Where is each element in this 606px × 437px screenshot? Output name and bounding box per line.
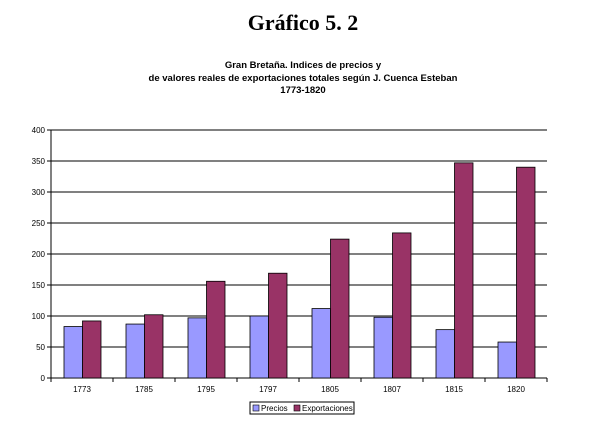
chart-title-line-3: 1773-1820 [280, 85, 326, 96]
bar-precios-1815 [435, 329, 455, 379]
x-tick-label: 1805 [321, 385, 339, 394]
bar-exportaciones-1807 [392, 232, 412, 379]
legend-box [249, 401, 355, 415]
bar-precios-1805 [311, 308, 331, 379]
bars [63, 162, 536, 379]
chart-title-line-2: de valores reales de exportaciones total… [148, 72, 458, 84]
x-tick-label: 1795 [197, 385, 215, 394]
bar-precios-1807 [373, 316, 393, 379]
bar-exportaciones-1805 [330, 238, 350, 379]
x-tick-label: 1807 [383, 385, 401, 394]
bar-precios-1785 [125, 323, 145, 379]
x-tick-label: 1820 [507, 385, 525, 394]
bar-precios-1795 [187, 317, 207, 379]
bar-precios-1820 [497, 341, 517, 379]
legend-swatch [293, 404, 301, 412]
bar-exportaciones-1815 [454, 162, 474, 379]
bar-exportaciones-1797 [268, 272, 288, 379]
bar-exportaciones-1795 [206, 280, 226, 379]
legend-label: Exportaciones [302, 404, 353, 413]
axis-labels: 0 50 100 150 200 250 300 350 400 1773 1785 1795 1797… [32, 126, 526, 394]
y-tick-label: 250 [32, 219, 46, 228]
x-tick-label: 1785 [135, 385, 153, 394]
bar-exportaciones-1785 [144, 314, 164, 379]
y-tick-label: 400 [32, 126, 46, 135]
y-tick-label: 200 [32, 250, 46, 259]
y-tick-label: 300 [32, 188, 46, 197]
x-tick-label: 1815 [445, 385, 463, 394]
y-tick-label: 50 [36, 343, 45, 352]
y-tick-label: 350 [32, 157, 46, 166]
y-tick-label: 150 [32, 281, 46, 290]
bar-precios-1797 [249, 315, 269, 379]
chart-heading: Gráfico 5. 2 [247, 10, 359, 35]
bar-precios-1773 [63, 326, 83, 379]
y-tick-label: 0 [41, 374, 46, 383]
legend: Precios Exportaciones [249, 401, 355, 415]
chart-title: Gran Bretaña. Indices de precios y de va… [0, 60, 606, 98]
chart-title-line-1: Gran Bretaña. Indices de precios y [224, 60, 382, 71]
y-tick-label: 100 [32, 312, 46, 321]
bar-exportaciones-1820 [516, 166, 536, 379]
bar-exportaciones-1773 [82, 320, 102, 379]
x-tick-label: 1773 [73, 385, 91, 394]
legend-swatch [252, 404, 260, 412]
x-tick-label: 1797 [259, 385, 277, 394]
legend-label: Precios [261, 404, 288, 413]
